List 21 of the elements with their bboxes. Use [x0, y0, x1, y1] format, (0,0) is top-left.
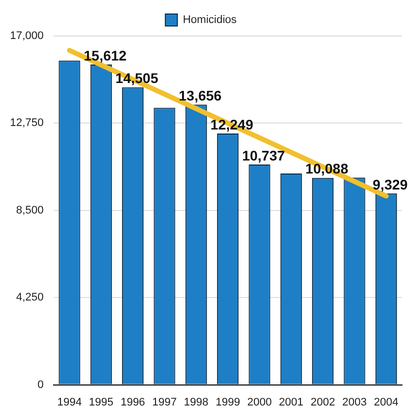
x-tick-label: 2004 [374, 396, 398, 408]
x-tick-label: 2001 [278, 396, 304, 408]
x-tick-label: 1995 [88, 396, 114, 408]
data-label: 13,656 [178, 87, 222, 104]
legend-label: Homicidios [182, 14, 238, 26]
x-tick-label: 2002 [310, 396, 336, 408]
x-tick-label: 1999 [216, 396, 240, 408]
y-tick-label: 0 [38, 378, 44, 391]
x-tick-label: 2000 [247, 396, 272, 408]
data-label: 10,737 [242, 147, 286, 164]
x-tick-label: 1998 [184, 396, 208, 408]
x-tick-label: 1997 [152, 396, 177, 408]
y-tick-label: 12,750 [10, 117, 44, 130]
y-tick-label: 8,500 [16, 204, 44, 216]
x-tick-label: 1996 [120, 396, 146, 408]
x-tick-label: 1994 [57, 396, 82, 408]
x-tick-label: 2003 [342, 396, 367, 408]
y-tick-label: 17,000 [10, 30, 44, 42]
data-label: 15,612 [84, 47, 127, 64]
data-label: 9,329 [372, 176, 408, 192]
y-tick-label: 4,250 [16, 292, 44, 304]
